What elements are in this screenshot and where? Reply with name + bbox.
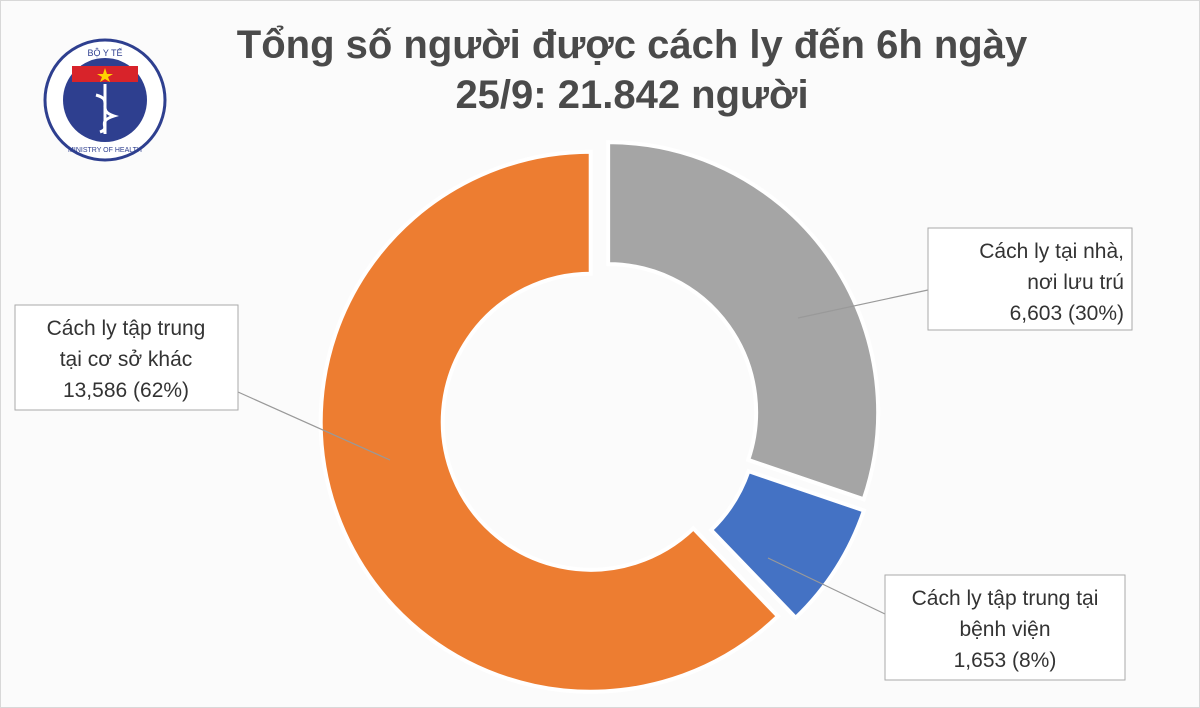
callout-box bbox=[14, 304, 239, 411]
logo-star bbox=[97, 68, 113, 82]
callout-box bbox=[884, 574, 1126, 681]
value-label: 6,603 (30%) bbox=[1010, 302, 1124, 325]
chart-title: Tổng số người được cách ly đến 6h ngày bbox=[237, 23, 1028, 67]
logo-emblem bbox=[95, 84, 119, 134]
category-label: tại cơ sở khác bbox=[60, 348, 193, 371]
category-label: Cách ly tập trung bbox=[47, 317, 206, 340]
leader-line bbox=[237, 391, 391, 461]
leader-line bbox=[767, 557, 886, 615]
category-label: Cách ly tập trung tại bbox=[912, 587, 1099, 610]
value-label: 13,586 (62%) bbox=[63, 379, 189, 402]
category-label: bệnh viện bbox=[959, 618, 1050, 641]
logo-bottom-text: MINISTRY OF HEALTH bbox=[68, 147, 142, 154]
logo-top-text: BỘ Y TẾ bbox=[87, 48, 122, 58]
chart-title: 25/9: 21.842 người bbox=[455, 73, 808, 117]
callout-box bbox=[927, 227, 1133, 331]
donut-slice bbox=[318, 149, 781, 694]
category-label: Cách ly tại nhà, bbox=[979, 240, 1124, 263]
value-label: 1,653 (8%) bbox=[954, 649, 1057, 672]
leader-line bbox=[797, 289, 929, 319]
donut-slice bbox=[708, 468, 867, 621]
logo: BỘ Y TẾ MINISTRY OF HEALTH bbox=[43, 38, 167, 162]
category-label: nơi lưu trú bbox=[1027, 271, 1124, 294]
donut-slice bbox=[606, 140, 881, 502]
